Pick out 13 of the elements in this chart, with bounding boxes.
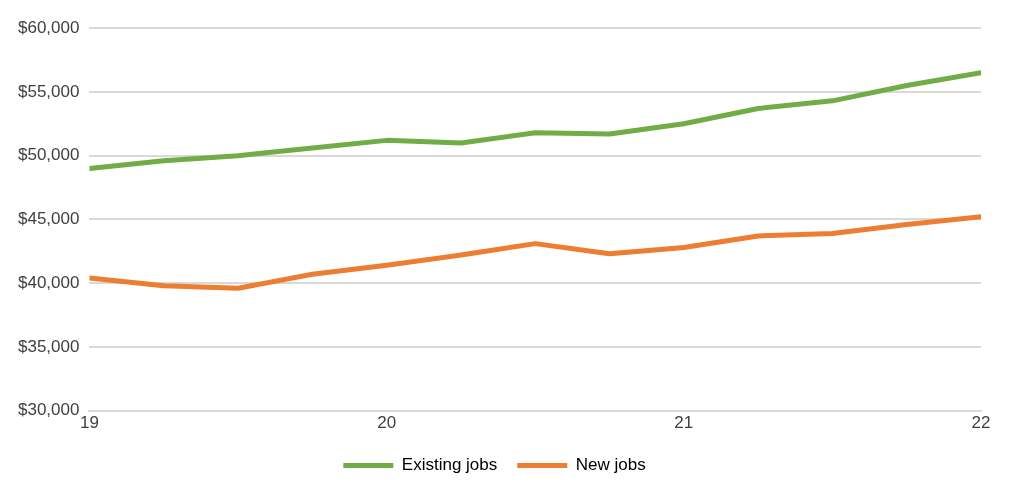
- x-tick-label: 21: [674, 413, 694, 433]
- legend-label: New jobs: [575, 455, 646, 475]
- y-tick-label: $35,000: [18, 336, 80, 356]
- y-tick-label: $40,000: [18, 272, 80, 292]
- y-tick-label: $30,000: [18, 400, 80, 420]
- y-tick-label: $45,000: [18, 209, 80, 229]
- x-tick-label: 20: [377, 413, 397, 433]
- y-tick-label: $50,000: [18, 145, 80, 165]
- x-tick-label: 19: [79, 413, 99, 433]
- x-tick-label: 22: [971, 413, 991, 433]
- y-tick-label: $55,000: [18, 81, 80, 101]
- legend-label: Existing jobs: [401, 455, 498, 475]
- y-tick-label: $60,000: [18, 17, 80, 37]
